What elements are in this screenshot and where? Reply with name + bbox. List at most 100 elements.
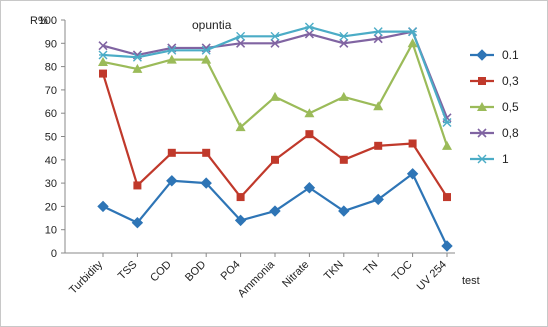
data-point [270, 31, 280, 41]
data-point [236, 38, 246, 48]
y-tick-label: 60 [45, 108, 57, 120]
x-axis-label: test [462, 275, 480, 287]
data-point [338, 91, 349, 101]
data-point [200, 177, 212, 189]
data-point [477, 128, 487, 138]
data-point [132, 52, 142, 62]
data-point [235, 122, 246, 132]
data-point [373, 34, 383, 44]
data-point [167, 45, 177, 55]
data-point [407, 38, 418, 48]
legend-item: 1 [470, 152, 509, 166]
data-point [406, 168, 419, 180]
x-tick-label: Ammonia [236, 258, 278, 300]
data-point [374, 141, 383, 150]
data-point [305, 130, 314, 139]
x-tick-label: Nitrate [280, 259, 311, 290]
y-tick-label: 50 [45, 132, 57, 144]
marker-stroke [236, 38, 246, 48]
series-0,8 [98, 27, 452, 123]
x-tick-label: TSS [116, 259, 140, 283]
data-point [270, 38, 280, 48]
x-tick-label: TKN [322, 259, 346, 283]
legend-item: 0,5 [470, 100, 519, 114]
data-point [408, 27, 418, 37]
labels: 0 10 20 30 40 50 60 70 80 90 100 Turbidity TSS COD BOD… [30, 15, 480, 300]
series-layer [97, 22, 453, 252]
x-tick-label: COD [148, 259, 174, 285]
data-point [476, 49, 488, 61]
marker-stroke [270, 38, 280, 48]
data-point [98, 50, 108, 60]
series-0,5 [98, 38, 452, 150]
data-point [339, 155, 348, 164]
chart-title: opuntia [192, 18, 232, 32]
data-point [97, 200, 109, 213]
data-point [99, 69, 107, 78]
data-point [338, 205, 350, 217]
data-point [234, 214, 247, 227]
data-point [270, 91, 280, 101]
marker-stroke [339, 38, 349, 48]
data-point [201, 45, 211, 55]
data-point [201, 54, 212, 64]
x-tick-label: TN [361, 259, 380, 278]
y-tick-label: 0 [51, 248, 57, 260]
data-point [166, 54, 177, 64]
data-point [442, 118, 452, 128]
x-tick-label: Turbidity [67, 258, 105, 296]
data-point [372, 193, 384, 206]
series-0,3 [99, 69, 451, 202]
marker-stroke [373, 34, 383, 44]
legend-item: 0,3 [470, 74, 519, 88]
data-point [441, 240, 453, 252]
data-point [339, 38, 349, 48]
y-axis-label: R% [30, 15, 48, 27]
series-0.1 [97, 168, 453, 252]
data-point [202, 148, 211, 157]
data-point [478, 77, 486, 85]
data-point [236, 31, 246, 41]
data-point [98, 56, 108, 66]
legend-item: 0,8 [470, 126, 519, 140]
data-point [303, 182, 316, 194]
data-point [304, 108, 315, 118]
data-point [133, 181, 142, 190]
legend-label: 0,5 [502, 100, 519, 114]
data-point [132, 63, 143, 73]
y-tick-label: 70 [45, 85, 57, 97]
data-point [443, 193, 451, 202]
y-tick-label: 20 [45, 201, 57, 213]
legend-label: 0.1 [502, 48, 519, 62]
series-1 [98, 22, 452, 128]
data-point [98, 41, 108, 51]
y-tick-label: 100 [39, 15, 57, 27]
legend-label: 0,8 [502, 126, 519, 140]
y-tick-label: 30 [45, 178, 57, 190]
y-tick-label: 40 [45, 155, 57, 167]
axes [61, 19, 455, 257]
legend: 0.1 0,3 0,5 0,8 1 [470, 48, 519, 166]
marker-stroke [477, 128, 487, 138]
legend-label: 0,3 [502, 74, 519, 88]
data-point [271, 155, 279, 164]
data-point [166, 175, 178, 187]
data-point [167, 148, 176, 157]
data-point [477, 102, 487, 111]
legend-label: 1 [502, 152, 509, 166]
data-point [442, 140, 452, 150]
data-point [373, 101, 384, 111]
y-tick-label: 90 [45, 38, 57, 50]
x-tick-label: UV 254 [415, 259, 449, 293]
data-point [304, 29, 314, 39]
y-tick-label: 80 [45, 62, 57, 74]
data-point [269, 205, 281, 217]
data-point [408, 139, 417, 148]
data-point [373, 27, 383, 37]
x-tick-label: PO4 [219, 259, 243, 283]
legend-item: 0.1 [470, 48, 519, 62]
x-tick-label: BOD [183, 259, 208, 284]
data-point [477, 154, 487, 164]
marker-stroke [304, 29, 314, 39]
